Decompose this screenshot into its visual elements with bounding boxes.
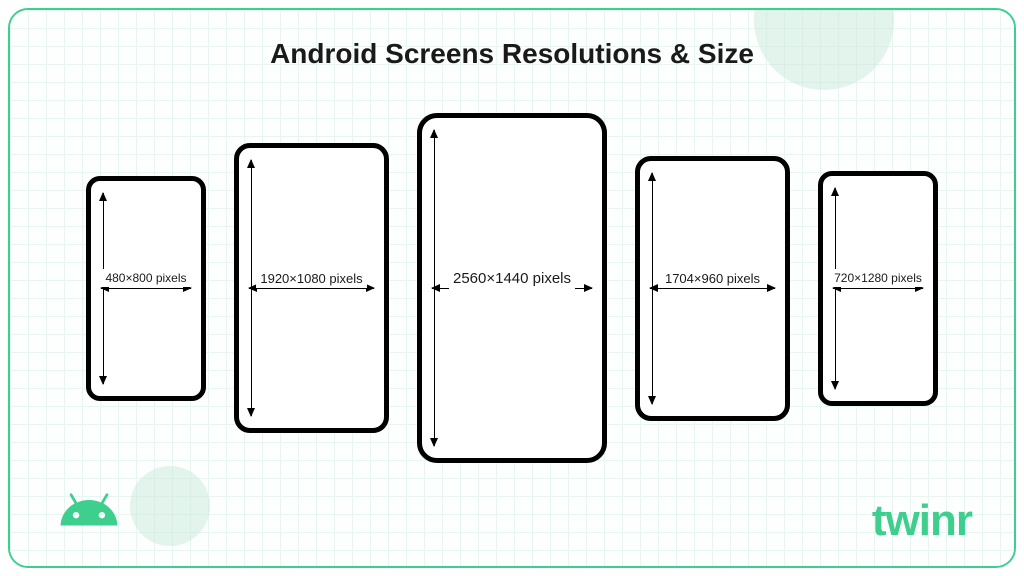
page-title: Android Screens Resolutions & Size: [10, 38, 1014, 70]
diagram-frame: Android Screens Resolutions & Size 480×8…: [8, 8, 1016, 568]
phone-frame-4: 720×1280 pixels: [818, 171, 938, 406]
width-arrow: [833, 288, 923, 289]
width-arrow: [650, 288, 775, 289]
phones-row: 480×800 pixels 1920×1080 pixels 2560×1440 …: [10, 100, 1014, 476]
phone-frame-3: 1704×960 pixels: [635, 156, 790, 421]
phone-frame-2: 2560×1440 pixels: [417, 113, 607, 463]
phone-frame-0: 480×800 pixels: [86, 176, 206, 401]
resolution-label: 1704×960 pixels: [661, 269, 764, 288]
width-arrow: [249, 288, 374, 289]
resolution-label: 2560×1440 pixels: [449, 268, 575, 289]
resolution-label: 720×1280 pixels: [830, 269, 926, 287]
decor-circle-bottom: [130, 466, 210, 546]
resolution-label: 1920×1080 pixels: [256, 269, 366, 288]
phone-frame-1: 1920×1080 pixels: [234, 143, 389, 433]
android-icon: [58, 479, 120, 546]
brand-logo: twinr: [872, 496, 972, 546]
width-arrow: [101, 288, 191, 289]
resolution-label: 480×800 pixels: [101, 269, 190, 287]
